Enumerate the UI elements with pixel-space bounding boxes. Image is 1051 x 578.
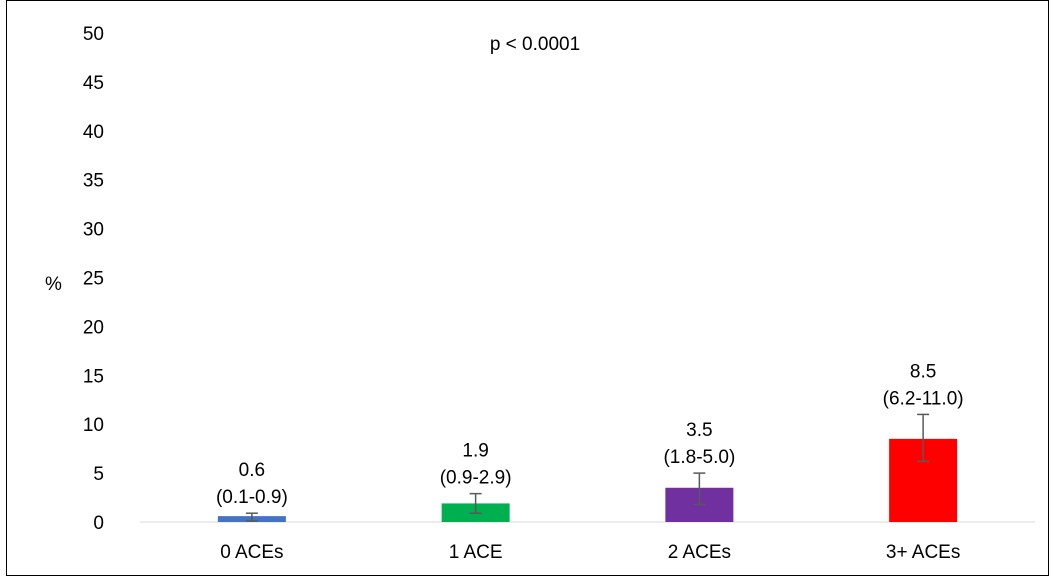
y-tick-label: 40 [83,122,104,143]
x-tick-label: 0 ACEs [220,542,283,563]
bars [217,438,958,522]
data-label-ci: (0.1-0.9) [216,487,288,508]
data-label-ci: (1.8-5.0) [663,447,735,468]
y-tick-label: 10 [83,415,104,436]
y-tick-label: 0 [93,513,104,534]
y-tick-label: 20 [83,317,104,338]
x-axis-ticks: 0 ACEs 1 ACE 2 ACEs 3+ ACEs [220,542,960,563]
data-label-value: 8.5 [910,361,936,382]
chart-frame [6,0,1049,576]
error-bar [693,472,706,506]
error-bar [469,492,482,514]
data-label-value: 3.5 [686,420,712,441]
data-label-value: 0.6 [239,460,265,481]
y-tick-label: 35 [83,171,104,192]
data-label-value: 1.9 [462,441,488,462]
y-tick-label: 30 [83,220,104,241]
x-tick-label: 2 ACEs [668,542,731,563]
y-tick-label: 50 [83,24,104,45]
y-tick-label: 25 [83,269,104,290]
y-axis-ticks: 0 5 10 15 20 25 30 35 40 45 50 [83,24,104,534]
y-tick-label: 15 [83,366,104,387]
y-tick-label: 45 [83,73,104,94]
y-tick-label: 5 [93,464,104,485]
error-bar [245,512,258,522]
x-tick-label: 1 ACE [449,542,503,563]
data-label-ci: (6.2-11.0) [883,388,964,409]
x-tick-label: 3+ ACEs [886,542,960,563]
data-labels: (0.1-0.9) 0.6 (0.9-2.9) 1.9 (1.8-5.0) 3.5 (6.2… [216,361,964,508]
error-bars [245,413,930,522]
y-axis-label: % [45,274,62,295]
error-bar [917,413,930,463]
p-value-annotation: p < 0.0001 [490,34,580,55]
data-label-ci: (0.9-2.9) [440,468,512,489]
